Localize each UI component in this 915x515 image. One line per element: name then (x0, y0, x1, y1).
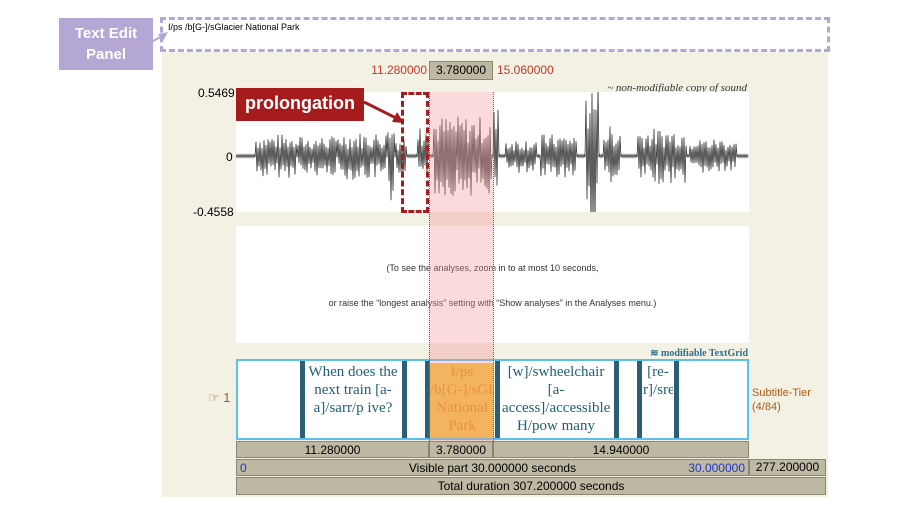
text-edit-panel[interactable]: I/ps /b[G-]/sGlacier National Park (160, 17, 830, 52)
analysis-message-line2: or raise the “longest analysis” setting … (328, 298, 657, 308)
prolongation-box (401, 92, 429, 213)
tier-number[interactable]: ☞ 1 (208, 390, 231, 405)
waveform-title-text: non-modifiable copy of sound (615, 82, 747, 94)
interval-boundary[interactable] (637, 361, 642, 438)
tier-number-text: 1 (223, 390, 231, 405)
interval-3[interactable]: [w]/swheelchair [a-access]/accessible? H… (502, 364, 610, 434)
analysis-panel[interactable]: (To see the analyses, zoom in to at most… (236, 226, 749, 343)
selection-end-line[interactable] (493, 92, 494, 441)
waveform-y-zero: 0 (226, 150, 233, 164)
interval-2-selected[interactable]: I/ps /b[G-]/sGlacier National Park (430, 363, 494, 438)
tier-name-text: Subtitle-Tier (752, 387, 811, 399)
callout-line1: Text Edit (74, 25, 138, 42)
waveform-y-min: -0.4558 (193, 205, 234, 219)
duration-left[interactable]: 11.280000 (236, 441, 429, 458)
text-edit-content[interactable]: I/ps /b[G-]/sGlacier National Park (168, 22, 300, 32)
interval-4[interactable]: [re-r]/srefills (643, 364, 673, 398)
selection-duration[interactable]: 3.780000 (429, 61, 493, 80)
visible-start: 0 (240, 461, 247, 475)
prolongation-label: prolongation (236, 88, 364, 121)
prolongation-arrow-icon (363, 100, 404, 123)
visible-part-text: Visible part 30.000000 seconds (408, 461, 577, 475)
waveform-title: ~ non-modifiable copy of sound (607, 82, 747, 94)
interval-boundary[interactable] (425, 361, 430, 438)
visible-end: 30.000000 (688, 461, 745, 475)
textgrid-tier[interactable]: When does the next train [a-a]/sarr/p iv… (236, 359, 749, 440)
callout-arrow-icon (141, 32, 168, 48)
interval-boundary[interactable] (495, 361, 500, 438)
interval-boundary[interactable] (300, 361, 305, 438)
selection-highlight (429, 92, 493, 441)
callout-line2: Panel (85, 46, 127, 63)
duration-mid[interactable]: 3.780000 (429, 441, 493, 458)
selection-start-line[interactable] (429, 92, 430, 441)
textgrid-title: ≋ modifiable TextGrid (650, 348, 748, 359)
tier-count: (4/84) (752, 401, 781, 413)
waveform-display[interactable] (235, 85, 749, 229)
total-duration-bar[interactable]: Total duration 307.200000 seconds (236, 477, 826, 495)
interval-1[interactable]: When does the next train [a-a]/sarr/p iv… (308, 364, 398, 416)
duration-right[interactable]: 14.940000 (493, 441, 749, 458)
interval-boundary[interactable] (402, 361, 407, 438)
selection-end: 15.060000 (497, 63, 554, 77)
visible-part-bar[interactable]: 0 Visible part 30.000000 seconds 30.0000… (236, 459, 749, 476)
tier-name: Subtitle-Tier (4/84) (752, 386, 811, 414)
waveform-y-max: 0.5469 (198, 86, 235, 100)
text-edit-panel-callout: Text Edit Panel (59, 18, 153, 70)
analysis-message-line1: (To see the analyses, zoom in to at most… (386, 263, 599, 273)
selection-start: 11.280000 (371, 63, 427, 77)
interval-boundary[interactable] (674, 361, 679, 438)
interval-boundary[interactable] (614, 361, 619, 438)
waveform-trace (235, 85, 749, 229)
textgrid-title-text: modifiable TextGrid (661, 348, 748, 359)
remaining-duration[interactable]: 277.200000 (749, 459, 826, 476)
